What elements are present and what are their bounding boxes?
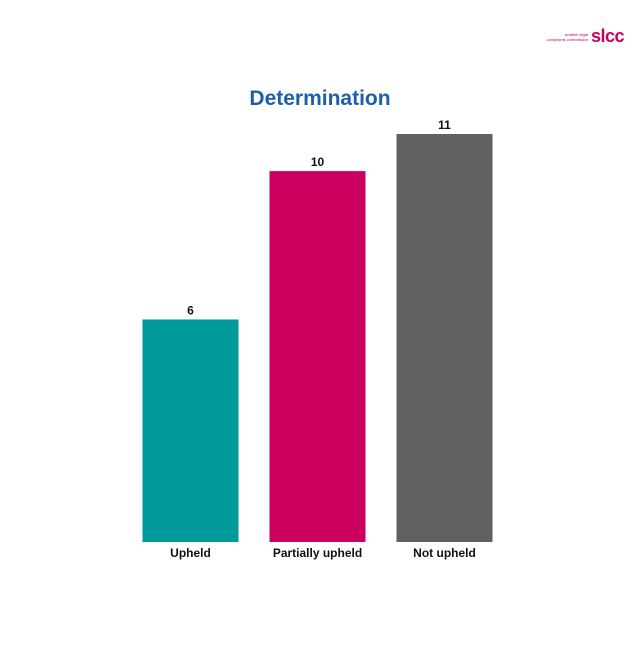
x-tick-label: Partially upheld [273, 546, 362, 560]
data-label: 11 [438, 118, 451, 132]
x-tick-label: Upheld [170, 546, 211, 560]
data-label: 10 [311, 155, 325, 169]
logo-line-2: complaints commission [546, 36, 588, 42]
bar-partially-upheld [269, 171, 366, 542]
bar-upheld [142, 319, 239, 542]
logo-mark: slcc [590, 26, 625, 46]
x-tick-label: Not upheld [413, 546, 476, 560]
bars-group: 6 Upheld 10 Partially upheld 11 Not upheld [142, 118, 493, 560]
logo-line-1: scottish legal [564, 31, 588, 37]
bar-not-upheld [396, 134, 493, 542]
chart-title: Determination [249, 87, 390, 110]
slcc-logo: scottish legal complaints commission slc… [547, 26, 625, 47]
data-label: 6 [187, 303, 194, 317]
logo-text: scottish legal complaints commission [547, 32, 588, 42]
